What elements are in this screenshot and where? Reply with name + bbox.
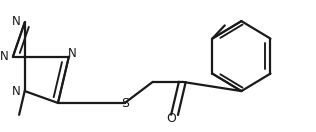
Text: N: N (12, 15, 20, 28)
Text: N: N (68, 47, 76, 60)
Text: S: S (121, 97, 129, 110)
Text: O: O (167, 112, 176, 125)
Text: N: N (12, 85, 20, 98)
Text: N: N (0, 50, 9, 63)
